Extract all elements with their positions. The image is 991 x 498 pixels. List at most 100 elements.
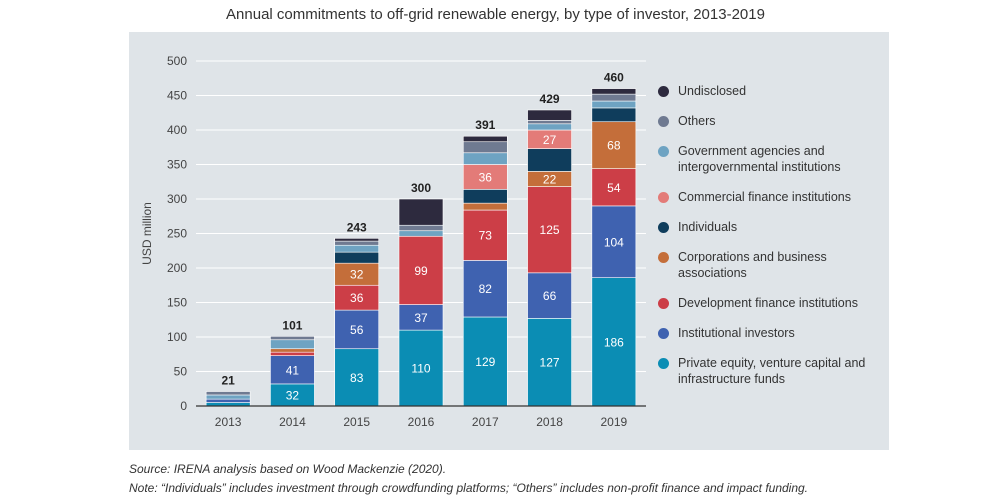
segment-value-label: 127 (540, 356, 560, 370)
bar-segment (591, 100, 637, 109)
bar-segment (591, 93, 637, 102)
segment-value-label: 110 (411, 362, 430, 376)
legend-swatch (658, 86, 669, 97)
legend-item: Undisclosed (658, 83, 746, 99)
bar-segment (270, 339, 315, 350)
bar-segment (205, 391, 251, 396)
legend-swatch (658, 146, 669, 157)
legend-swatch (658, 222, 669, 233)
bar-segment (205, 394, 251, 400)
y-tick-label: 350 (167, 158, 187, 172)
bar-segment (591, 277, 637, 407)
segment-value-label: 36 (350, 291, 364, 305)
bar-segment (462, 141, 508, 154)
bar-segment (334, 238, 380, 242)
segment-value-label: 22 (543, 172, 557, 186)
bar-segment (462, 209, 508, 261)
bar-segment (527, 186, 572, 274)
segment-value-label: 56 (350, 323, 364, 337)
segment-value-label: 36 (479, 170, 493, 184)
bar-segment (270, 348, 315, 353)
legend-item: Others (658, 113, 716, 129)
bar-segment (270, 355, 315, 385)
bar-segment (270, 351, 315, 356)
legend-swatch (658, 252, 669, 263)
footnote: Note: “Individuals” includes investment … (129, 481, 809, 495)
segment-value-label: 27 (543, 133, 557, 147)
x-tick-label: 2015 (343, 415, 370, 429)
bar-segment (527, 318, 572, 407)
segment-value-label: 104 (604, 235, 624, 249)
chart-panel: 0 50 100 150 200 250 300 350 400 450 500 USD millio… (129, 32, 889, 450)
bar-segment (205, 398, 251, 403)
x-tick-label: 2016 (408, 415, 435, 429)
legend-label: Undisclosed (678, 84, 747, 98)
bar-segment (462, 316, 508, 407)
bar-segment (398, 304, 444, 331)
segment-value-label: 41 (286, 363, 300, 377)
segment-value-label: 129 (475, 355, 495, 369)
y-axis-label: USD million (140, 202, 154, 265)
legend-item: Individuals (658, 219, 737, 235)
bar-segment (527, 272, 572, 319)
bar-segment (527, 123, 572, 131)
source-note: Source: IRENA analysis based on Wood Mac… (129, 462, 447, 476)
bar-segment (591, 121, 637, 169)
segment-value-label: 54 (607, 181, 621, 195)
legend-item: Corporations and business associations (658, 249, 883, 281)
y-tick-label: 100 (167, 330, 187, 344)
legend-swatch (658, 328, 669, 339)
legend-label: Others (678, 114, 716, 128)
legend-item: Private equity, venture capital and infr… (658, 355, 883, 387)
legend-swatch (658, 358, 669, 369)
y-tick-label: 400 (167, 123, 187, 137)
x-tick-label: 2017 (472, 415, 499, 429)
bar-total-label: 21 (221, 374, 235, 388)
segment-value-label: 32 (286, 388, 300, 402)
segment-value-label: 37 (414, 311, 428, 325)
bar-segment (334, 240, 380, 246)
bar-segment (398, 198, 444, 226)
bar-segment (398, 224, 444, 232)
bar-segment (591, 88, 637, 95)
segment-value-label: 186 (604, 335, 624, 349)
segment-value-label: 68 (607, 139, 621, 153)
bar-segment (334, 251, 380, 264)
legend-swatch (658, 116, 669, 127)
legend-label: Corporations and business associations (678, 250, 827, 280)
y-tick-label: 150 (167, 296, 187, 310)
bar-segment (334, 309, 380, 350)
segment-value-label: 125 (540, 223, 560, 237)
stacked-bar-chart: 0 50 100 150 200 250 300 350 400 450 500 USD millio… (140, 54, 646, 429)
legend-swatch (658, 192, 669, 203)
segment-value-label: 66 (543, 289, 557, 303)
bar-segment (462, 189, 508, 204)
chart-title: Annual commitments to off-grid renewable… (226, 6, 765, 23)
bar-segment (527, 109, 572, 121)
legend-item: Development finance institutions (658, 295, 858, 311)
y-tick-label: 500 (167, 54, 187, 68)
bar-total-label: 243 (347, 220, 367, 234)
bar-segment (462, 152, 508, 165)
bar-segment (334, 284, 380, 311)
bar-segment (398, 230, 444, 237)
bar-segment (527, 120, 572, 125)
segment-value-label: 32 (350, 268, 364, 282)
x-tick-label: 2019 (601, 415, 628, 429)
legend-label: Private equity, venture capital and infr… (678, 356, 866, 386)
y-tick-label: 250 (167, 227, 187, 241)
bar-total-label: 460 (604, 71, 624, 85)
bar-segment (591, 168, 637, 207)
y-tick-label: 300 (167, 192, 187, 206)
bar-segment (527, 148, 572, 172)
segment-value-label: 82 (479, 282, 493, 296)
bar-total-label: 300 (411, 181, 431, 195)
x-tick-label: 2018 (536, 415, 563, 429)
bar-total-label: 101 (282, 318, 302, 332)
y-tick-label: 0 (180, 399, 187, 413)
legend-swatch (658, 298, 669, 309)
y-tick-label: 450 (167, 89, 187, 103)
bar-segment (591, 107, 637, 123)
bar-total-label: 429 (540, 92, 560, 106)
legend-label: Commercial finance institutions (678, 190, 851, 204)
